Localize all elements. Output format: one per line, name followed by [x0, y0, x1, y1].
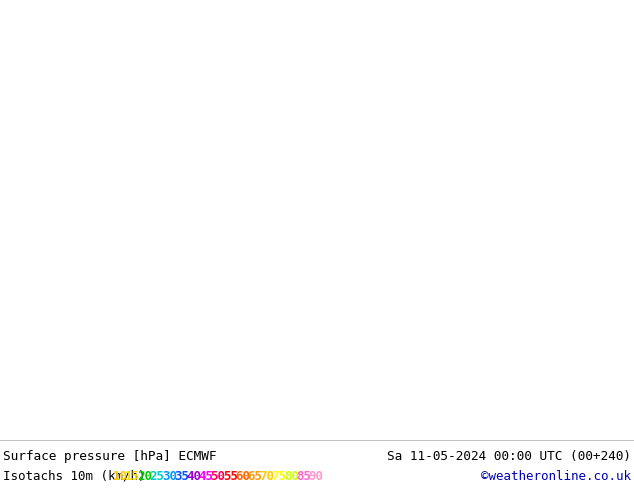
Text: ©weatheronline.co.uk: ©weatheronline.co.uk: [481, 469, 631, 483]
Text: 70: 70: [259, 469, 275, 483]
Text: 75: 75: [271, 469, 287, 483]
Text: Sa 11-05-2024 00:00 UTC (00+240): Sa 11-05-2024 00:00 UTC (00+240): [387, 449, 631, 463]
Text: 90: 90: [308, 469, 323, 483]
Text: 60: 60: [235, 469, 250, 483]
Text: 50: 50: [210, 469, 226, 483]
Text: 25: 25: [150, 469, 165, 483]
Text: 55: 55: [223, 469, 238, 483]
Text: 30: 30: [162, 469, 177, 483]
Text: 35: 35: [174, 469, 189, 483]
Text: 10: 10: [113, 469, 128, 483]
Text: Isotachs 10m (km/h): Isotachs 10m (km/h): [3, 469, 145, 483]
Text: 45: 45: [198, 469, 214, 483]
Text: 85: 85: [296, 469, 311, 483]
Text: 80: 80: [284, 469, 299, 483]
Text: 20: 20: [138, 469, 152, 483]
Text: 65: 65: [247, 469, 262, 483]
Text: 15: 15: [125, 469, 140, 483]
Text: Surface pressure [hPa] ECMWF: Surface pressure [hPa] ECMWF: [3, 449, 216, 463]
Text: 40: 40: [186, 469, 201, 483]
